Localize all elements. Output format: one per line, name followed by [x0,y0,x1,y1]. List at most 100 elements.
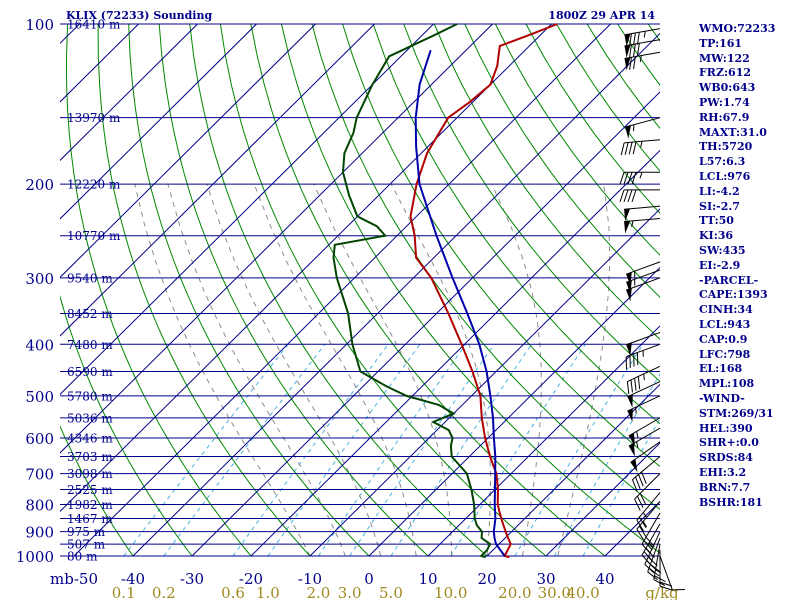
wind-barb-staff [644,531,661,565]
sounding-index-item: LFC:798 [699,347,751,361]
pressure-tick-label: 600 [25,430,54,448]
wind-barb-flag [628,432,635,447]
mixing-ratio-label: 5.0 [379,584,403,600]
moist-adiabat-line [313,183,453,557]
mixing-ratio-unit-label: g/kg [645,584,679,600]
sounding-index-item: -WIND- [699,391,745,405]
isotherm-line [60,23,257,220]
wind-barb-feather [648,567,660,577]
isotherm-line [60,23,552,513]
wind-barb [627,381,661,408]
wind-barb-staff [659,555,673,590]
isotherm-line [486,383,660,557]
mixing-ratio-line [232,344,389,557]
sounding-index-item: MAXT:31.0 [699,125,767,139]
sounding-index-item: TP:161 [699,36,743,50]
wind-barb-feather [636,495,644,508]
height-label: 5780 m [67,389,113,403]
mixing-ratio-label: 0.6 [221,584,245,600]
height-label: 975 m [67,525,106,539]
wind-barb-staff [624,28,661,36]
wind-barb-feather [636,43,640,56]
pressure-tick-label: 300 [25,270,54,288]
wind-barb [628,427,661,457]
temperature-profile-line [409,23,558,559]
wind-barb-staff [641,512,661,545]
mixing-ratio-label: 30.0 [538,584,571,600]
mixing-ratio-line [163,343,326,557]
wind-barb-feather [619,189,625,203]
isotherm-line [309,208,660,557]
height-label: 6590 m [67,365,113,379]
temperature-tick-label: -20 [239,570,263,588]
wind-barb-feather [638,474,644,487]
dewpoint-profile-line [332,23,492,559]
sounding-index-item: CINH:34 [699,303,753,317]
height-label: 1982 m [67,498,113,512]
height-label: 507 m [67,538,106,552]
sounding-index-item: MPL:108 [699,377,755,391]
sounding-index-item: SI:-2.7 [699,199,740,213]
isotherm-line [368,266,660,557]
pressure-tick-label: 100 [25,16,54,34]
height-label: 13970 m [67,111,121,125]
wind-barb [624,205,661,222]
temperature-tick-label: 20 [477,570,496,588]
mixing-ratio-label: 1.0 [256,584,280,600]
wind-barb-staff [647,537,661,572]
wind-barb-flag [624,44,631,58]
wind-barb-flag [624,208,631,222]
wind-barb-staff [628,427,661,447]
wind-barb [659,555,685,591]
mixing-ratio-line [123,343,289,557]
wind-barb-flag [627,394,633,408]
chart-title-time: 1800Z 29 APR 14 [548,9,655,22]
moist-adiabat-line [491,183,542,557]
wind-barb-feather [645,536,655,547]
wind-barb-flag [624,33,631,47]
mixing-ratio-label: 0.2 [152,584,176,600]
isotherm-line [60,23,375,337]
temperature-tick-label: 30 [536,570,555,588]
wind-barb-staff [626,277,661,291]
wind-barb-flag [624,221,631,234]
wind-barb-staff [625,117,661,128]
wind-barb-flag [628,443,635,457]
height-label: 3098 m [67,467,113,481]
wind-barb-feather [635,476,641,489]
wind-barb [624,39,661,58]
sounding-index-item: CAPE:1393 [699,288,768,302]
wind-barb-feather [629,57,632,70]
wind-barb-feather [647,556,658,567]
sounding-index-item: WMO:72233 [699,22,776,35]
wind-barb-flag [627,408,633,422]
wind-barb-staff [624,217,661,223]
pressure-tick-label: 400 [25,336,54,354]
wind-barb [619,189,660,203]
isotherm-line [191,91,660,557]
height-label: 12220 m [67,178,121,192]
pressure-tick-label: 200 [25,176,54,194]
wind-barb-flag [626,342,632,356]
wind-barb-half-feather [631,220,634,228]
wind-barb-feather [629,33,632,47]
wind-barb [620,139,661,156]
wind-barb [626,365,661,395]
moist-adiabat-line [390,183,491,557]
wind-barb-feather [626,381,630,395]
isotherm-line [60,23,198,162]
wind-barb-feather [623,172,629,185]
mixing-ratio-label: 3.0 [338,584,362,600]
wind-barb [626,331,661,356]
wind-barb-feather [633,32,636,46]
mixing-ratio-line [317,344,467,557]
sounding-index-item: BRN:7.7 [699,480,751,494]
wind-barb [619,171,660,185]
wind-barb-feather [629,44,632,58]
sounding-index-item: TT:50 [699,214,734,228]
mixing-ratio-line [390,344,532,557]
chart-title-station: KLIX (72233) Sounding [66,9,212,22]
height-label: 1467 m [67,512,113,526]
